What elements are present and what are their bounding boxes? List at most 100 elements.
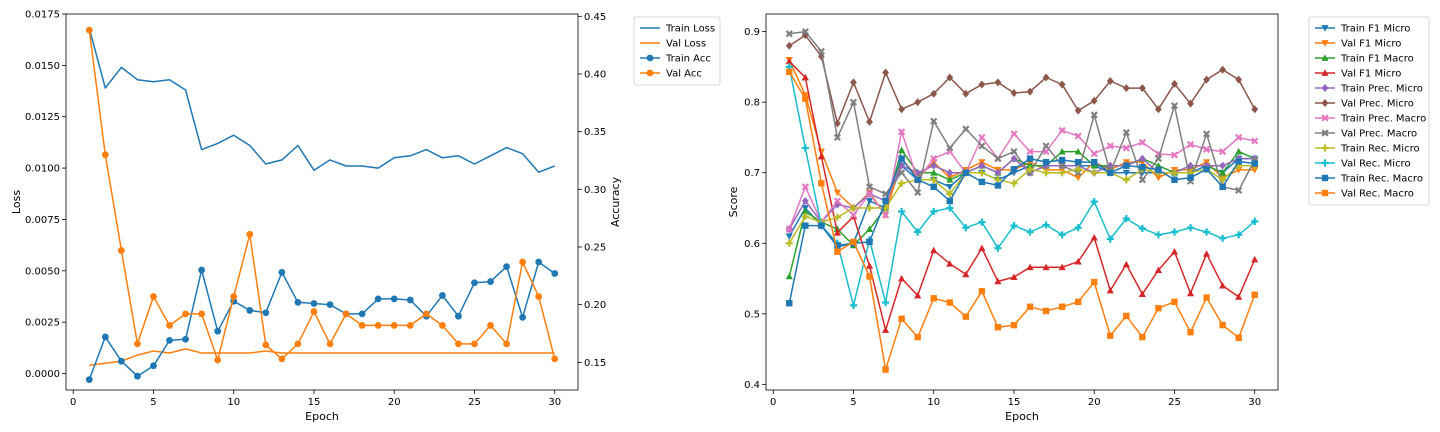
data-point bbox=[1122, 84, 1130, 93]
data-point bbox=[994, 168, 1002, 177]
data-point bbox=[535, 258, 543, 266]
data-point bbox=[898, 146, 906, 154]
data-point bbox=[374, 322, 382, 329]
data-point bbox=[978, 80, 986, 89]
data-point bbox=[150, 362, 157, 370]
score-series bbox=[785, 28, 1259, 373]
accuracy-y-ticks: 0.15 0.20 0.25 0.30 0.35 0.40 0.45 bbox=[578, 12, 606, 369]
data-point bbox=[817, 152, 825, 160]
data-point bbox=[1122, 214, 1130, 223]
data-point bbox=[117, 247, 125, 254]
data-point bbox=[1219, 281, 1227, 289]
legend-item: Train F1 Macro bbox=[1315, 54, 1414, 65]
data-point bbox=[1090, 169, 1098, 177]
legend-label: Val Rec. Micro bbox=[1341, 159, 1411, 170]
y2-tick-label: 0.20 bbox=[584, 300, 606, 311]
data-point bbox=[1123, 162, 1130, 169]
legend-item: Val F1 Micro bbox=[1315, 69, 1401, 80]
series-val-prec-macro-7 bbox=[785, 28, 1259, 198]
data-point bbox=[785, 225, 793, 233]
data-point bbox=[882, 197, 889, 205]
data-point bbox=[1186, 140, 1195, 149]
series-val-prec-micro-5 bbox=[785, 31, 1259, 128]
data-point bbox=[1090, 234, 1098, 241]
y2-tick-label: 0.35 bbox=[584, 127, 606, 138]
legend-item: Val Rec. Macro bbox=[1315, 189, 1414, 200]
data-point bbox=[833, 213, 842, 221]
data-point bbox=[914, 333, 921, 341]
data-point bbox=[1026, 87, 1034, 96]
data-point bbox=[166, 337, 173, 344]
data-point bbox=[930, 246, 938, 254]
legend-marker bbox=[1321, 114, 1329, 122]
data-point bbox=[1219, 65, 1227, 74]
data-point bbox=[1203, 130, 1211, 138]
series-line bbox=[789, 30, 1256, 195]
data-point bbox=[455, 340, 462, 348]
data-point bbox=[994, 244, 1002, 252]
data-point bbox=[881, 298, 890, 307]
data-point bbox=[1058, 303, 1066, 310]
data-point bbox=[310, 300, 318, 307]
data-point bbox=[1138, 154, 1146, 163]
series-line bbox=[788, 71, 1256, 371]
loss-accuracy-legend: Train Loss Val Loss Train Acc Val Acc bbox=[633, 16, 721, 86]
data-point bbox=[866, 238, 873, 246]
legend-marker bbox=[1321, 159, 1329, 167]
legend-label: Train Acc bbox=[665, 54, 711, 65]
legend-box bbox=[1308, 16, 1430, 206]
data-point bbox=[1251, 160, 1258, 167]
y-tick-label: 0.0100 bbox=[25, 164, 60, 175]
data-point bbox=[1138, 169, 1146, 177]
data-point bbox=[994, 78, 1002, 87]
data-point bbox=[930, 176, 938, 184]
data-point bbox=[1010, 89, 1018, 98]
legend-marker bbox=[1321, 129, 1329, 137]
data-point bbox=[1138, 84, 1146, 93]
legend-item: Train F1 Micro bbox=[1315, 24, 1410, 35]
legend-label: Val Loss bbox=[666, 39, 706, 50]
data-point bbox=[1042, 169, 1050, 177]
data-point bbox=[1106, 77, 1114, 86]
data-point bbox=[1074, 106, 1082, 115]
data-point bbox=[374, 295, 382, 303]
legend-label: Val F1 Micro bbox=[1341, 69, 1401, 80]
data-point bbox=[1010, 179, 1018, 187]
data-point bbox=[866, 273, 873, 280]
data-point bbox=[801, 28, 809, 36]
legend-item: Train Prec. Macro bbox=[1315, 114, 1426, 125]
data-point bbox=[101, 151, 109, 159]
data-point bbox=[962, 125, 970, 133]
legend-marker bbox=[646, 54, 654, 62]
series-train-loss-0 bbox=[88, 28, 555, 173]
data-point bbox=[342, 310, 350, 318]
loss-accuracy-series bbox=[85, 26, 559, 384]
data-point bbox=[1074, 258, 1082, 265]
data-point bbox=[1171, 79, 1178, 88]
data-point bbox=[898, 315, 905, 322]
data-point bbox=[882, 68, 889, 77]
data-point bbox=[785, 272, 793, 280]
data-point bbox=[898, 105, 906, 114]
x-tick-label: 5 bbox=[850, 397, 856, 408]
score-y-label: Score bbox=[727, 186, 740, 217]
data-point bbox=[1203, 145, 1211, 154]
data-point bbox=[850, 238, 857, 246]
data-point bbox=[962, 224, 970, 232]
data-point bbox=[182, 335, 189, 343]
data-point bbox=[802, 222, 809, 229]
data-point bbox=[849, 98, 858, 106]
data-point bbox=[487, 278, 494, 285]
data-point bbox=[946, 183, 954, 191]
data-point bbox=[1010, 130, 1018, 138]
y-tick-label: 0.8 bbox=[744, 98, 760, 109]
data-point bbox=[930, 295, 937, 302]
legend-marker bbox=[1321, 174, 1329, 182]
legend-marker bbox=[646, 69, 654, 77]
x-tick-label: 5 bbox=[150, 397, 156, 408]
data-point bbox=[198, 310, 206, 318]
y-tick-label: 0.0175 bbox=[25, 10, 60, 21]
data-point bbox=[946, 299, 953, 306]
data-point bbox=[1170, 169, 1179, 177]
